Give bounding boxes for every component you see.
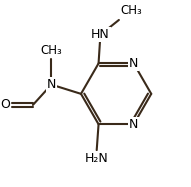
Text: N: N xyxy=(129,57,138,70)
Text: N: N xyxy=(129,118,138,131)
Text: O: O xyxy=(0,98,10,111)
Text: CH₃: CH₃ xyxy=(40,44,62,57)
Text: N: N xyxy=(47,78,56,91)
Text: HN: HN xyxy=(91,28,110,41)
Text: H₂N: H₂N xyxy=(85,152,108,165)
Text: CH₃: CH₃ xyxy=(121,4,142,17)
